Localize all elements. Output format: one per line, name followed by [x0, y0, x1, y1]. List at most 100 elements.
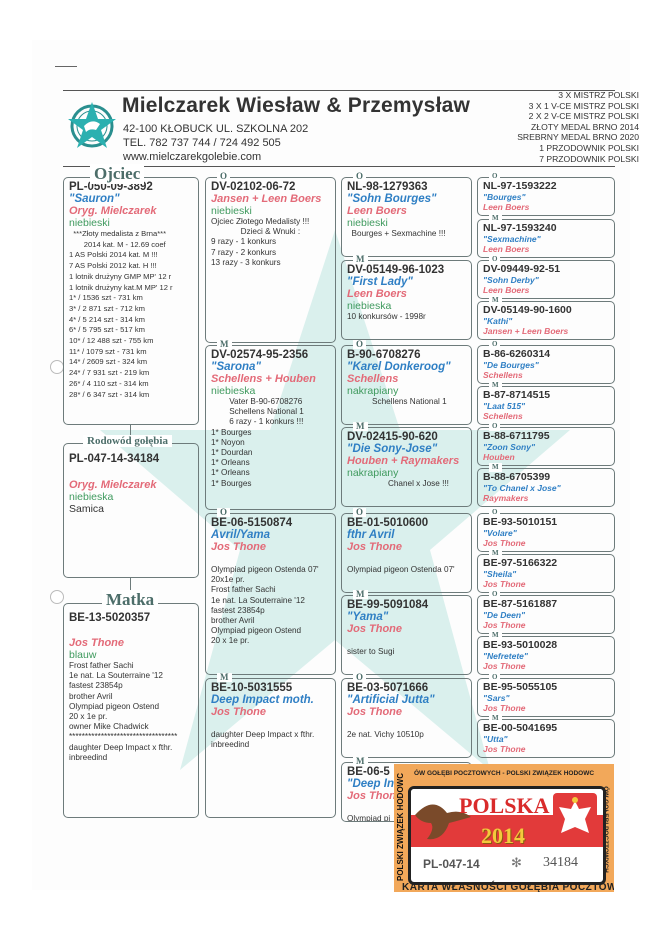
breeder: Raymakers: [483, 493, 529, 503]
connector: [130, 425, 131, 443]
achievement: 1 PRZODOWNIK POLSKI: [539, 142, 639, 153]
ancestor-card[interactable]: BE-93-5010028 "Nefretete" Jos Thone: [477, 636, 615, 675]
ancestor-card[interactable]: BE-10-5031555 Deep Impact moth. Jos Thone d…: [205, 678, 336, 818]
pigeon-icon: [415, 804, 471, 840]
ring-number: NL-98-1279363: [347, 181, 428, 193]
plumage-color: nakrapiany: [347, 385, 399, 397]
ring-number: BE-06-5: [347, 766, 390, 778]
club-logo-star-icon: [68, 102, 116, 148]
father-card[interactable]: PL-050-09-3892 "Sauron" Oryg. Mielczarek…: [63, 177, 199, 425]
pigeon-name: "Utta": [483, 734, 508, 744]
ancestor-card[interactable]: B-88-6705399 "To Chanel x Jose" Raymakers: [477, 468, 615, 507]
female-marker: M: [489, 463, 502, 472]
female-marker: M: [353, 422, 368, 431]
breeder: Jos Thone: [483, 703, 526, 713]
ring-number: BE-13-5020357: [69, 612, 151, 624]
ring-number: DV-09449-92-51: [483, 263, 561, 275]
breeder: Jos Thone: [483, 579, 526, 589]
ring-number: NL-97-1593240: [483, 222, 557, 234]
male-marker: O: [489, 673, 501, 682]
ancestor-card[interactable]: DV-05149-96-1023 "First Lady" Leen Boers ni…: [341, 260, 472, 340]
ancestor-card[interactable]: BE-87-5161887 "De Deen" Jos Thone: [477, 595, 615, 634]
ancestor-card[interactable]: BE-97-5166322 "Sheila" Jos Thone: [477, 554, 615, 593]
plumage-color: nakrapiany: [347, 467, 399, 479]
ancestor-card[interactable]: BE-06-5150874 Avril/Yama Jos Thone Olympiad…: [205, 513, 336, 675]
male-marker: O: [489, 508, 501, 517]
ring-number: BE-06-5150874: [211, 517, 293, 529]
notes: 10 konkursów - 1998r: [347, 312, 426, 321]
ancestor-card[interactable]: BE-00-5041695 "Utta" Jos Thone: [477, 719, 615, 758]
female-marker: M: [489, 549, 502, 558]
ancestor-card[interactable]: B-87-8714515 "Laat 515" Schellens: [477, 386, 615, 425]
female-marker: M: [353, 590, 368, 599]
female-marker: M: [217, 340, 232, 349]
achievement: 3 X 1 V-CE MISTRZ POLSKI: [528, 100, 639, 111]
pigeon-name: "Kathi": [483, 316, 513, 326]
ancestor-card[interactable]: B-90-6708276 "Karel Donkeroog" Schellens na…: [341, 345, 472, 425]
ancestor-card[interactable]: B-86-6260314 "De Bourges" Schellens: [477, 345, 615, 384]
ancestor-card[interactable]: BE-95-5055105 "Sars" Jos Thone: [477, 678, 615, 717]
stamp-bottom-text: KARTA WŁASNOŚCI GOŁĘBIA POCZTOWEGO: [402, 882, 614, 892]
achievement: 7 PRZODOWNIK POLSKI: [539, 153, 639, 164]
ring-number: B-90-6708276: [347, 349, 421, 361]
ancestor-card[interactable]: BE-03-5071666 "Artificial Jutta" Jos Thone…: [341, 678, 472, 758]
plumage-color: niebieski: [69, 217, 110, 229]
breeder: Jos Thone: [483, 538, 526, 548]
breeder: Jos Thone: [483, 744, 526, 754]
female-marker: M: [489, 296, 502, 305]
female-marker: M: [489, 214, 502, 223]
ancestor-card[interactable]: BE-06-5 "Deep In Jos Thon Olympiad pi: [341, 762, 472, 822]
father-heading: Ojciec: [90, 164, 145, 184]
header-bottom-rule: [63, 166, 615, 167]
notes: Schellens National 1: [347, 397, 447, 406]
address: 42-100 KŁOBUCK UL. SZKOLNA 202: [123, 123, 309, 135]
ancestor-card[interactable]: BE-93-5010151 "Volare" Jos Thone: [477, 513, 615, 552]
ancestor-card[interactable]: BE-01-5010600 fthr Avril Jos Thone Olympiad…: [341, 513, 472, 593]
stamp-ring: PL-047-14: [423, 857, 480, 871]
plumage-color: niebieski: [211, 205, 252, 217]
breeder: Jos Thone: [211, 706, 267, 718]
stamp-left-text: POLSKI ZWIĄZEK HODOWC: [396, 773, 405, 881]
breeder: Leen Boers: [347, 205, 407, 217]
achievement: 3 X MISTRZ POLSKI: [558, 90, 639, 100]
asterisk-icon: ✻: [511, 855, 522, 870]
male-marker: O: [353, 340, 367, 349]
ring-number: DV-05149-90-1600: [483, 304, 572, 316]
ancestor-card[interactable]: DV-02574-95-2356 "Sarona" Schellens + Houb…: [205, 345, 336, 510]
pigeon-name: "Sauron": [69, 193, 120, 205]
breeder: Houben: [483, 452, 515, 462]
breeder: Jansen + Leen Boers: [211, 193, 322, 205]
ring-number: BE-03-5071666: [347, 682, 429, 694]
notes: Chanel x Jose !!!: [347, 479, 449, 488]
notes: daughter Deep Impact x fthr. inbreedind: [211, 730, 315, 750]
stamp-country: POLSKA: [459, 793, 550, 818]
pigeon-name: "To Chanel x Jose": [483, 483, 561, 493]
margin-mark: [55, 66, 77, 67]
polish-eagle-icon: [553, 793, 597, 847]
pigeon-name: "Nefretete": [483, 651, 528, 661]
ancestor-card[interactable]: NL-97-1593222 "Bourges" Leen Boers: [477, 177, 615, 216]
breeder: Schellens + Houben: [211, 373, 316, 385]
breeder: Jos Thone: [211, 541, 267, 553]
ring-number: DV-02102-06-72: [211, 181, 296, 193]
ancestor-card[interactable]: BE-99-5091084 "Yama" Jos Thone sister to Su…: [341, 595, 472, 675]
ancestor-card[interactable]: NL-98-1279363 "Sohn Bourges" Leen Boers nie…: [341, 177, 472, 257]
website-link[interactable]: www.mielczarekgolebie.com: [123, 151, 262, 163]
pigeon-name: "First Lady": [347, 276, 413, 288]
ancestor-card[interactable]: NL-97-1593240 "Sexmachine" Leen Boers: [477, 219, 615, 258]
pigeon-name: fthr Avril: [347, 529, 395, 541]
male-marker: O: [489, 340, 501, 349]
ancestor-card[interactable]: DV-09449-92-51 "Sohn Derby" Leen Boers: [477, 260, 615, 299]
mother-card[interactable]: BE-13-5020357 Jos Thone blauw Frost fath…: [63, 603, 199, 818]
ancestor-card[interactable]: DV-02102-06-72 Jansen + Leen Boers niebies…: [205, 177, 336, 343]
plumage-color: niebieska: [211, 385, 256, 397]
breeder: Leen Boers: [483, 285, 530, 295]
notes: ***Złoty medalista z Brna*** 2014 kat. M…: [69, 229, 173, 399]
ancestor-card[interactable]: DV-05149-90-1600 "Kathi" Jansen + Leen Boe…: [477, 301, 615, 340]
ancestor-card[interactable]: DV-02415-90-620 "Die Sony-Jose" Houben + R…: [341, 427, 472, 507]
male-marker: O: [217, 508, 231, 517]
breeder: Jos Thone: [347, 706, 403, 718]
subject-card[interactable]: PL-047-14-34184 Oryg. Mielczarek niebies…: [63, 443, 199, 578]
pigeon-name: "Yama": [347, 611, 389, 623]
ancestor-card[interactable]: B-88-6711795 "Zoon Sony" Houben: [477, 427, 615, 466]
